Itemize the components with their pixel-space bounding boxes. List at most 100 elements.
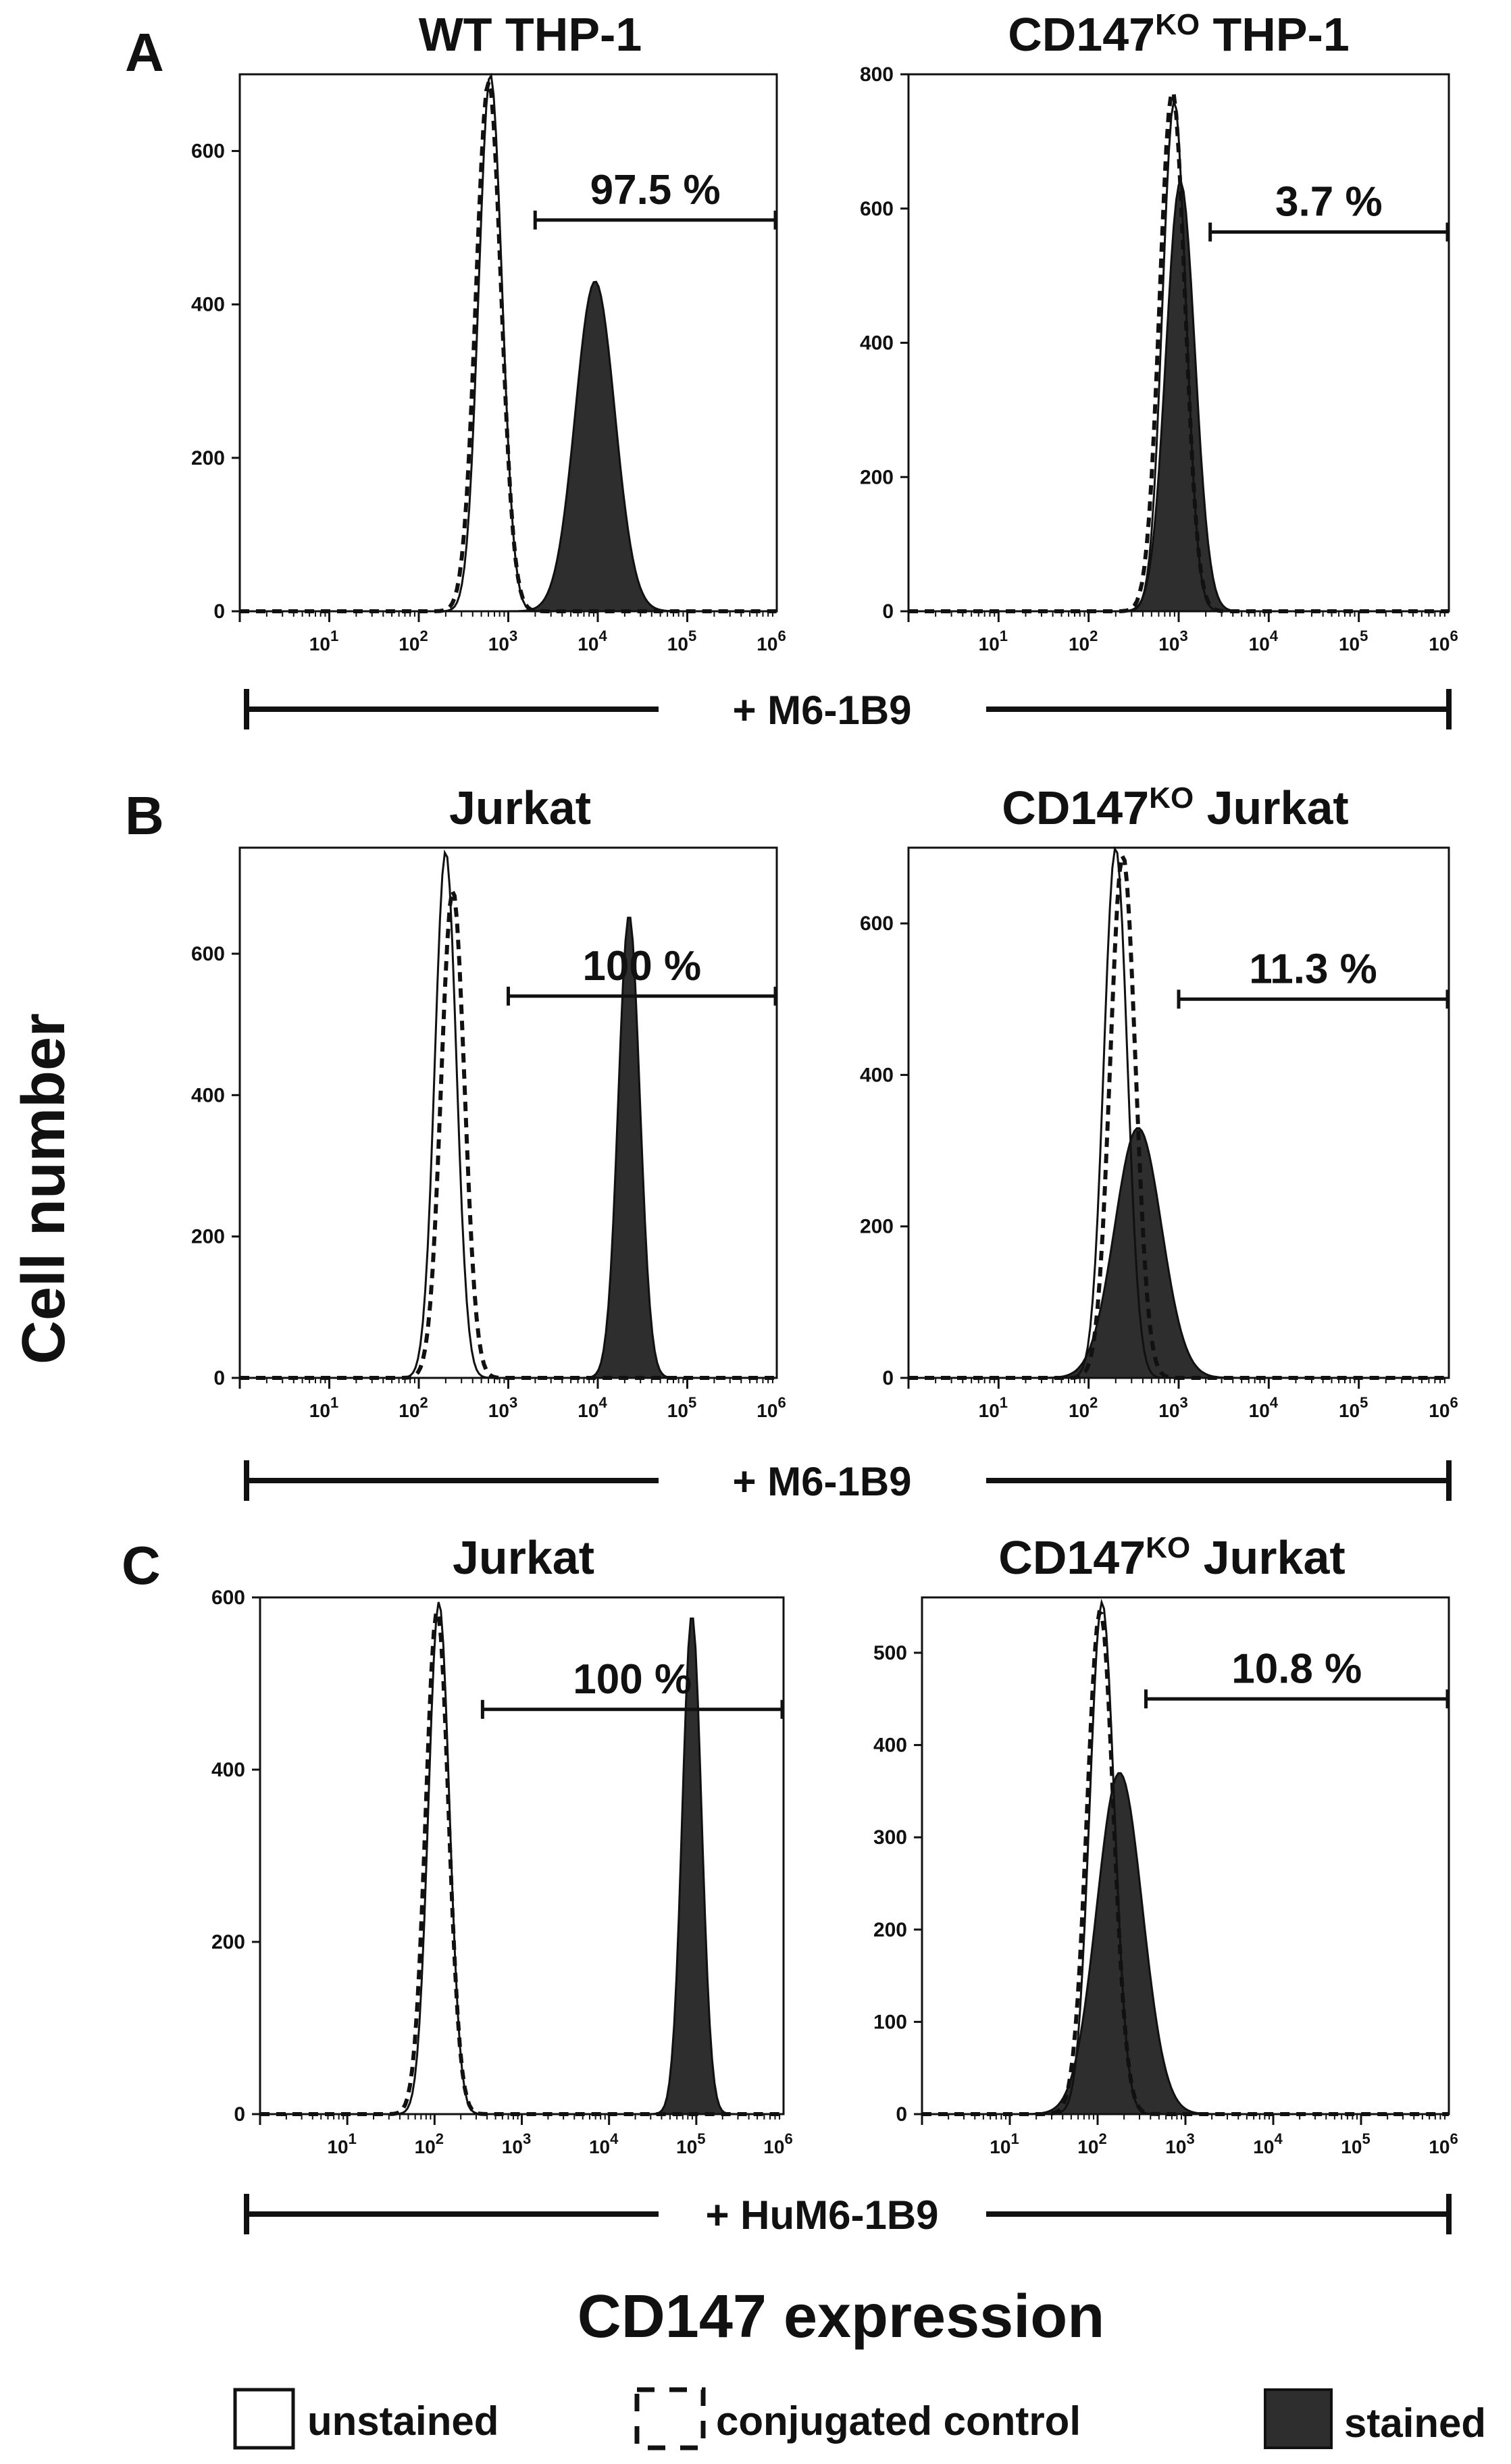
x-tick-label: 101	[309, 627, 338, 654]
x-tick-exponent: 6	[777, 627, 786, 644]
plot-frame	[921, 1596, 1450, 2115]
series-unstained-line	[908, 846, 1449, 1379]
x-tick-exponent: 5	[688, 1394, 696, 1411]
x-tick-exponent: 2	[436, 2130, 444, 2147]
y-tick-label: 400	[860, 332, 894, 355]
bracket-c-label: + HuM6-1B9	[705, 2192, 938, 2238]
x-tick-label: 106	[1429, 2130, 1458, 2157]
y-tick-label: 600	[191, 943, 225, 965]
y-tick-label: 200	[873, 1919, 907, 1941]
gate-percentage-label: 97.5 %	[590, 167, 721, 213]
histogram-chart-2: CD147KO THP-1 0 200 400 600 800 101 102 103 104 10…	[860, 8, 1458, 655]
y-tick-label: 400	[873, 1735, 907, 1757]
y-tick-label: 0	[882, 600, 894, 623]
bracket-a: + M6-1B9	[244, 688, 1452, 733]
histogram-chart-4: CD147KO Jurkat 0 200 400 600 101 102 103 104 105 1…	[860, 781, 1458, 1422]
x-tick-label: 104	[1249, 627, 1279, 654]
x-tick-label: 103	[488, 627, 517, 654]
x-tick-exponent: 1	[1010, 2130, 1019, 2147]
y-tick-label: 200	[860, 466, 894, 488]
legend-swatch-stained	[1264, 2388, 1333, 2449]
x-tick-exponent: 1	[349, 2130, 357, 2147]
y-tick-label: 400	[211, 1759, 245, 1781]
x-tick-exponent: 4	[598, 1394, 607, 1411]
x-tick-exponent: 1	[330, 627, 338, 644]
x-tick-exponent: 3	[509, 627, 517, 644]
x-tick-label: 102	[415, 2130, 444, 2157]
bracket-b-label: + M6-1B9	[732, 1459, 911, 1504]
y-tick-label: 200	[191, 1226, 225, 1248]
x-tick-exponent: 4	[1270, 627, 1279, 644]
chart-title-sup: KO	[1146, 1531, 1190, 1564]
x-tick-label: 103	[1165, 2130, 1194, 2157]
series-unstained-line	[922, 1598, 1449, 2115]
x-tick-exponent: 6	[784, 2130, 792, 2147]
x-tick-exponent: 1	[1000, 627, 1008, 644]
plot-frame	[907, 846, 1450, 1379]
gate-percentage-label: 10.8 %	[1231, 1645, 1362, 1692]
x-tick-label: 106	[1429, 627, 1458, 654]
histogram-chart-6: CD147KO Jurkat 0 100 200 300 400 500 101 102 103 1…	[873, 1531, 1458, 2158]
chart-title: CD147KO THP-1	[1008, 8, 1350, 61]
legend-label-conjugated: conjugated control	[716, 2398, 1081, 2444]
x-tick-label: 103	[1158, 627, 1187, 654]
chart-title-suffix: THP-1	[1200, 8, 1350, 61]
histogram-chart-1: WT THP-1 0 200 400 600 101 102 103 104 105 106 97.5…	[191, 8, 786, 654]
y-tick-label: 400	[191, 294, 225, 316]
y-tick-label: 600	[860, 913, 894, 935]
x-tick-exponent: 4	[1270, 1394, 1279, 1411]
x-tick-label: 104	[1253, 2130, 1283, 2157]
chart-title: Jurkat	[453, 1531, 594, 1584]
x-tick-label: 105	[1339, 1394, 1368, 1421]
x-tick-label: 101	[979, 1394, 1008, 1421]
series-stained-area	[908, 180, 1449, 613]
x-tick-exponent: 6	[1450, 627, 1458, 644]
x-tick-label: 106	[757, 627, 786, 654]
x-tick-exponent: 2	[1090, 627, 1098, 644]
y-tick-label: 0	[234, 2103, 245, 2126]
x-tick-exponent: 5	[1360, 627, 1368, 644]
x-tick-exponent: 4	[610, 2130, 619, 2147]
x-tick-label: 102	[1069, 1394, 1098, 1421]
panel-letter-b: B	[125, 786, 164, 846]
series-stained-area	[922, 1772, 1449, 2115]
x-tick-label: 106	[757, 1394, 786, 1421]
chart-title: CD147KO Jurkat	[1002, 781, 1348, 835]
x-tick-exponent: 2	[1098, 2130, 1106, 2147]
chart-title-sup: KO	[1155, 8, 1200, 41]
chart-title-suffix: Jurkat	[1190, 1531, 1346, 1584]
x-tick-label: 104	[589, 2130, 619, 2157]
series-stained-area	[908, 1127, 1449, 1379]
legend: unstained conjugated control stained	[233, 2387, 1486, 2450]
series-conjugated-control-line	[922, 1610, 1449, 2116]
x-tick-label: 103	[488, 1394, 517, 1421]
x-tick-label: 105	[667, 1394, 696, 1421]
x-tick-exponent: 2	[419, 1394, 428, 1411]
x-tick-exponent: 3	[523, 2130, 531, 2147]
x-tick-exponent: 1	[330, 1394, 338, 1411]
x-tick-exponent: 2	[419, 627, 428, 644]
y-tick-label: 400	[860, 1064, 894, 1086]
x-tick-exponent: 6	[1450, 2130, 1458, 2147]
x-tick-label: 101	[979, 627, 1008, 654]
x-tick-label: 105	[1339, 627, 1368, 654]
x-tick-label: 101	[309, 1394, 338, 1421]
y-tick-label: 400	[191, 1084, 225, 1106]
chart-title: CD147KO Jurkat	[998, 1531, 1345, 1585]
legend-label-unstained: unstained	[307, 2398, 498, 2444]
x-tick-exponent: 3	[509, 1394, 517, 1411]
y-tick-label: 0	[213, 600, 225, 623]
series-conjugated-control-line	[260, 1609, 784, 2116]
series-conjugated-control-line	[908, 850, 1449, 1380]
x-tick-exponent: 5	[697, 2130, 705, 2147]
gate-percentage-label: 3.7 %	[1275, 179, 1383, 226]
y-tick-label: 0	[882, 1367, 894, 1389]
y-tick-label: 600	[191, 140, 225, 163]
bracket-a-label: + M6-1B9	[732, 688, 911, 733]
x-tick-label: 103	[502, 2130, 531, 2157]
x-tick-label: 106	[763, 2130, 792, 2157]
legend-swatch-conjugated	[634, 2387, 706, 2450]
x-tick-exponent: 3	[1186, 2130, 1194, 2147]
y-tick-label: 100	[873, 2011, 907, 2033]
